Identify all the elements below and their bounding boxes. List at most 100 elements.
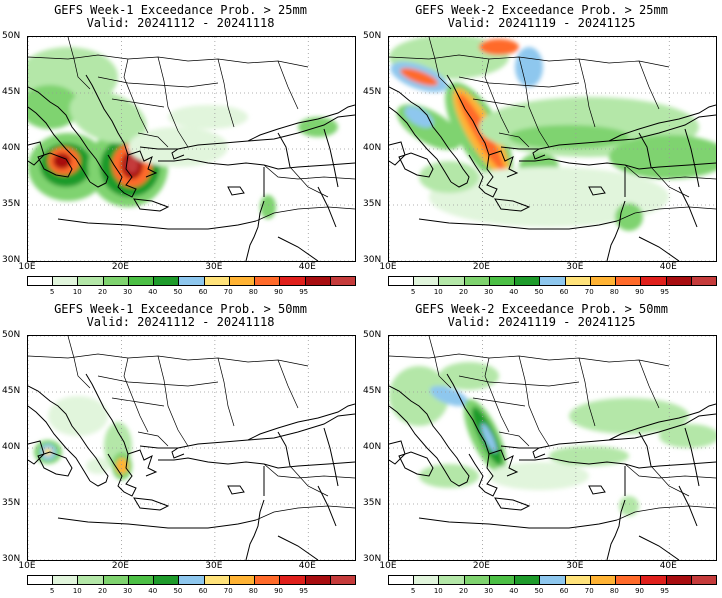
coastline — [389, 385, 470, 487]
coastline — [28, 86, 109, 188]
country-border — [28, 54, 309, 68]
coastline — [247, 104, 355, 142]
colorbar-label: 80 — [248, 288, 258, 296]
colorbar-swatch — [255, 576, 281, 584]
coastline — [588, 485, 606, 495]
country-border — [650, 166, 690, 198]
country-border — [616, 505, 716, 521]
colorbar-swatch — [389, 576, 415, 584]
country-border — [111, 397, 165, 407]
colorbar-label: 50 — [534, 288, 544, 296]
panel-valid-dates: Valid: 20241112 - 20241118 — [86, 315, 275, 329]
colorbar-swatch — [489, 277, 516, 285]
longitude-label: 40E — [298, 262, 316, 272]
coastline — [389, 86, 470, 188]
coastline — [532, 447, 546, 459]
country-border — [263, 164, 355, 180]
coastline — [28, 141, 45, 166]
probability-map — [389, 37, 716, 261]
coastline — [127, 449, 158, 477]
longitude-label: 40E — [659, 561, 677, 571]
colorbar-swatch — [229, 576, 256, 584]
probability-region — [389, 366, 449, 426]
panel-title: GEFS Week-1 Exceedance Prob. > 50mm — [54, 302, 307, 316]
probability-region — [569, 398, 689, 434]
country-border — [157, 355, 189, 447]
colorbar-swatch — [305, 576, 331, 584]
longitude-label: 20E — [472, 561, 490, 571]
coastline — [684, 427, 700, 487]
latitude-label: 45N — [2, 386, 21, 396]
latitude-label: 45N — [2, 87, 21, 97]
colorbar-swatch — [666, 277, 692, 285]
colorbar-swatch — [414, 277, 440, 285]
colorbar-label: 70 — [584, 587, 594, 595]
country-border — [616, 206, 716, 222]
colorbar-label: 10 — [72, 587, 82, 595]
probability-region — [69, 90, 147, 144]
coastline — [245, 200, 265, 261]
probability-map — [389, 336, 716, 560]
country-border — [123, 58, 149, 134]
coastline — [532, 148, 546, 160]
probability-region — [515, 47, 543, 87]
probability-map — [28, 37, 355, 261]
colorbar-swatch — [28, 277, 54, 285]
colorbar-swatch — [515, 576, 541, 584]
country-border — [624, 164, 716, 180]
country-border — [458, 375, 580, 387]
coastline — [171, 447, 185, 459]
country-border — [472, 397, 526, 407]
coastline — [133, 497, 170, 511]
panel-valid-dates: Valid: 20241119 - 20241125 — [447, 315, 636, 329]
country-border — [217, 357, 235, 427]
country-border — [389, 353, 670, 367]
coastline — [446, 74, 498, 198]
country-border — [518, 56, 550, 148]
coastline — [389, 141, 406, 166]
probability-region — [489, 462, 589, 490]
latitude-label: 35N — [2, 199, 21, 209]
country-border — [123, 357, 149, 433]
probability-region — [128, 127, 228, 167]
coastline — [37, 451, 73, 477]
colorbar-label: 95 — [660, 288, 670, 296]
latitude-label: 50N — [363, 31, 382, 41]
coastline — [389, 440, 406, 465]
colorbar-label: 5 — [410, 288, 416, 296]
longitude-label: 40E — [659, 262, 677, 272]
country-border — [518, 355, 550, 447]
colorbar-swatch — [540, 277, 566, 285]
colorbar-label: 20 — [458, 587, 468, 595]
country-border — [638, 359, 660, 409]
coastline — [398, 451, 434, 477]
latitude-label: 30N — [363, 255, 382, 265]
latitude-label: 35N — [363, 199, 382, 209]
colorbar-swatch — [255, 277, 281, 285]
coastline — [139, 413, 355, 449]
colorbar-swatch — [128, 277, 155, 285]
coastline — [85, 74, 137, 198]
longitude-label: 20E — [111, 561, 129, 571]
colorbar-label: 30 — [123, 288, 133, 296]
colorbar-swatch — [489, 576, 516, 584]
longitude-label: 10E — [379, 561, 397, 571]
colorbar-swatch — [616, 576, 642, 584]
coastline — [638, 236, 680, 261]
latitude-label: 50N — [363, 330, 382, 340]
country-border — [289, 166, 329, 198]
coastline — [227, 485, 245, 495]
colorbar-label: 60 — [559, 288, 569, 296]
colorbar-label: 5 — [410, 587, 416, 595]
coastline — [389, 106, 452, 183]
colorbar-swatch — [565, 576, 591, 584]
colorbar-swatch — [103, 277, 129, 285]
probability-region — [479, 39, 519, 55]
coastline — [227, 186, 245, 196]
colorbar-swatch — [590, 277, 617, 285]
colorbar-label: 10 — [72, 288, 82, 296]
coastline — [488, 150, 519, 178]
country-border — [458, 76, 580, 88]
colorbar-swatch — [204, 277, 230, 285]
colorbar-swatch — [641, 576, 667, 584]
